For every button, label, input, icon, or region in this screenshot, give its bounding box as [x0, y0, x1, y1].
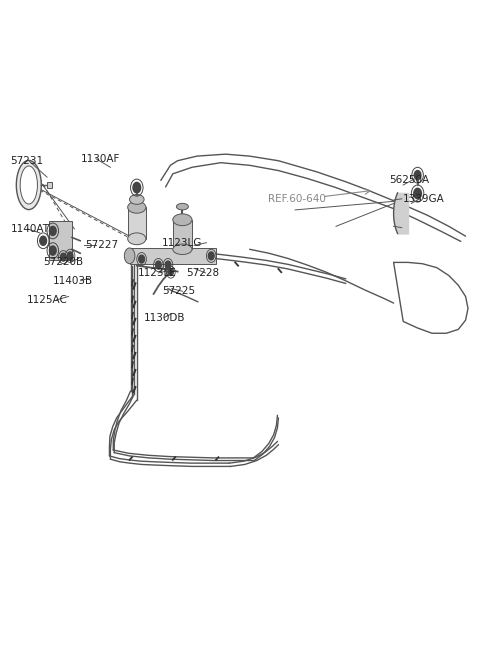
- Circle shape: [67, 252, 73, 260]
- Circle shape: [168, 269, 173, 276]
- Circle shape: [60, 253, 66, 261]
- Polygon shape: [128, 207, 146, 239]
- Ellipse shape: [173, 214, 192, 226]
- Text: 1123LG: 1123LG: [162, 237, 203, 248]
- Ellipse shape: [177, 203, 188, 210]
- Circle shape: [133, 182, 141, 193]
- Polygon shape: [173, 220, 192, 249]
- Text: 1140AT: 1140AT: [11, 224, 49, 234]
- Text: 57225: 57225: [162, 286, 195, 297]
- Text: 57228: 57228: [186, 268, 219, 278]
- Text: 1339GA: 1339GA: [403, 194, 445, 204]
- Circle shape: [414, 188, 421, 199]
- Circle shape: [208, 252, 214, 260]
- Circle shape: [49, 246, 56, 255]
- Circle shape: [40, 236, 47, 245]
- Text: 11403B: 11403B: [53, 276, 93, 286]
- Text: 1123LE: 1123LE: [138, 268, 177, 278]
- Text: REF.60-640: REF.60-640: [268, 194, 326, 205]
- Ellipse shape: [124, 248, 135, 264]
- Ellipse shape: [128, 201, 146, 213]
- Circle shape: [139, 255, 144, 263]
- Polygon shape: [49, 221, 72, 260]
- Circle shape: [156, 261, 161, 269]
- Ellipse shape: [128, 233, 146, 245]
- Text: 1130AF: 1130AF: [81, 154, 120, 164]
- Text: 1130DB: 1130DB: [144, 312, 185, 323]
- Polygon shape: [47, 182, 52, 188]
- Circle shape: [165, 261, 171, 269]
- Text: 57231: 57231: [11, 155, 44, 166]
- Ellipse shape: [173, 244, 192, 255]
- Text: 56250A: 56250A: [389, 174, 429, 185]
- Text: 57227: 57227: [85, 239, 119, 250]
- Ellipse shape: [20, 166, 37, 204]
- Ellipse shape: [130, 194, 144, 205]
- Polygon shape: [130, 248, 216, 264]
- Ellipse shape: [16, 160, 41, 210]
- Text: 57220B: 57220B: [43, 256, 84, 267]
- Text: 1125AC: 1125AC: [26, 295, 67, 305]
- Circle shape: [414, 171, 421, 180]
- Circle shape: [49, 226, 56, 236]
